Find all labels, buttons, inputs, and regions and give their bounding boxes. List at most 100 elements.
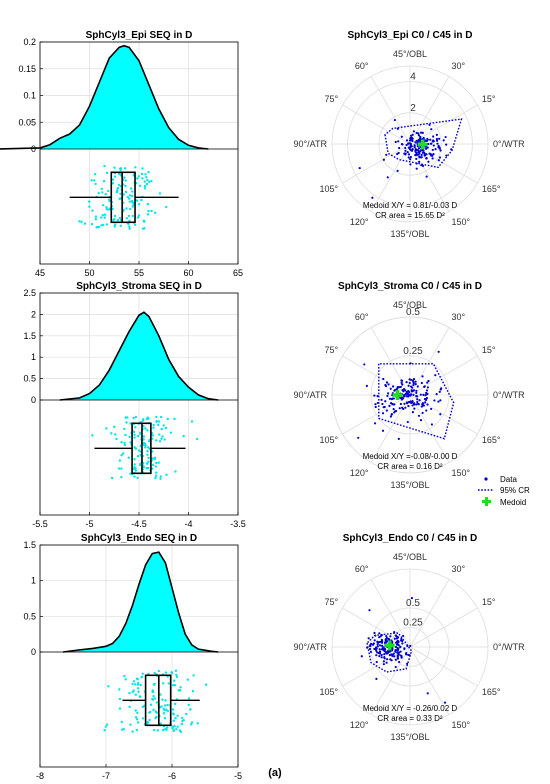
jitter-point (128, 219, 131, 222)
data-point (435, 139, 439, 142)
data-point (405, 381, 408, 384)
data-point (387, 392, 390, 395)
polar-title: SphCyl3_Epi C0 / C45 in D (347, 30, 472, 41)
data-point (435, 393, 438, 396)
jitter-point (120, 720, 123, 724)
legend-data-marker (484, 477, 488, 481)
data-point (422, 151, 426, 154)
data-point (390, 412, 393, 416)
jitter-point (113, 425, 116, 429)
data-point (376, 645, 379, 648)
jitter-point (172, 708, 175, 711)
data-point (385, 658, 389, 661)
x-tick-label: 60 (183, 268, 193, 278)
data-point (396, 635, 399, 638)
data-point (445, 143, 448, 146)
jitter-point (196, 722, 199, 725)
jitter-point (149, 703, 153, 706)
data-point (416, 400, 419, 404)
jitter-point (159, 693, 162, 696)
polar-spoke (409, 104, 478, 145)
data-point (392, 407, 395, 411)
data-point (435, 137, 438, 141)
data-point (378, 648, 381, 651)
data-point (385, 381, 389, 384)
jitter-point (141, 177, 144, 180)
jitter-point (147, 460, 150, 463)
data-point (378, 650, 382, 653)
polar-angle-label: 45°/OBL (393, 49, 427, 59)
jitter-point (136, 678, 139, 681)
data-point (396, 648, 400, 651)
jitter-point (169, 431, 173, 434)
data-point (408, 378, 411, 381)
jitter-point (114, 223, 117, 226)
data-point (432, 144, 435, 147)
data-point (415, 403, 418, 406)
jitter-point (135, 728, 138, 732)
jitter-point (177, 689, 180, 692)
data-point (426, 381, 429, 384)
jitter-point (132, 203, 135, 206)
data-point (380, 653, 383, 657)
jitter-point (131, 214, 134, 218)
x-tick-label: 45 (35, 268, 45, 278)
data-point (403, 152, 406, 155)
polar-angle-label: 15° (482, 94, 496, 104)
jitter-point (162, 707, 165, 710)
y-tick-label: 1 (31, 352, 36, 362)
jitter-point (94, 215, 98, 218)
jitter-point (134, 693, 137, 696)
jitter-point (110, 476, 114, 480)
data-point (389, 387, 392, 390)
data-point (373, 631, 376, 635)
polar-r-label: 0.25 (403, 618, 423, 629)
data-point (423, 385, 426, 388)
data-point (399, 396, 402, 400)
data-point (397, 653, 400, 656)
kde-area (0, 45, 209, 149)
jitter-point (147, 672, 150, 675)
data-point (414, 141, 417, 144)
data-point (412, 378, 416, 381)
data-point (357, 436, 360, 439)
data-point (386, 176, 389, 179)
jitter-point (142, 425, 145, 428)
data-point (419, 131, 423, 134)
jitter-point (116, 189, 119, 192)
jitter-point (143, 220, 146, 223)
x-tick-label: -5 (234, 771, 242, 781)
jitter-point (146, 178, 149, 182)
jitter-point (153, 697, 157, 700)
jitter-point (118, 707, 122, 710)
jitter-point (166, 703, 169, 707)
data-point (384, 641, 387, 645)
jitter-point (78, 220, 81, 223)
polar-spoke (409, 355, 478, 396)
confidence-region (378, 363, 455, 440)
data-point (400, 655, 403, 658)
jitter-point (124, 184, 127, 188)
data-point (417, 153, 420, 156)
polar-spoke (409, 394, 478, 435)
data-point (437, 144, 440, 148)
data-point (385, 637, 388, 640)
data-point (425, 389, 429, 392)
data-point (403, 647, 406, 651)
data-point (371, 196, 374, 199)
jitter-point (136, 476, 139, 480)
data-point (437, 159, 440, 162)
polar-angle-label: 135°/OBL (390, 732, 429, 742)
data-point (417, 134, 420, 137)
data-point (400, 381, 403, 384)
polar-angle-label: 0°/WTR (493, 390, 525, 400)
jitter-point (189, 723, 193, 726)
jitter-point (162, 712, 166, 715)
polar-spoke (409, 76, 450, 145)
jitter-point (175, 673, 178, 677)
data-point (439, 399, 442, 402)
jitter-point (134, 716, 138, 719)
polar-spoke (342, 355, 411, 396)
data-point (426, 146, 429, 149)
jitter-point (83, 222, 87, 225)
